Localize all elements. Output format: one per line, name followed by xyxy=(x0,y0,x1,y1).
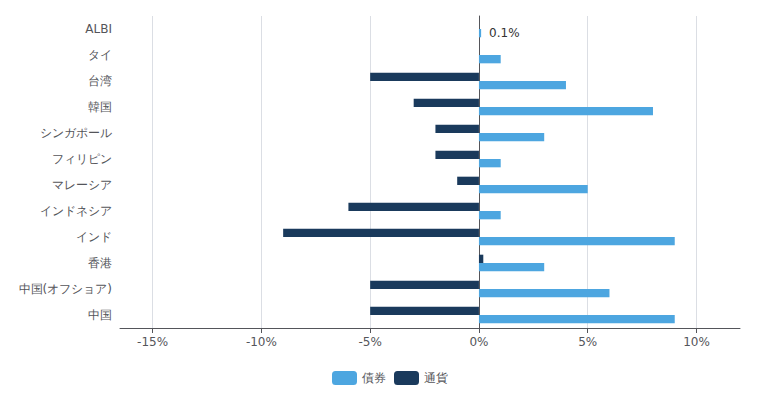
svg-text:台湾: 台湾 xyxy=(88,74,112,88)
svg-text:-5%: -5% xyxy=(358,335,381,349)
svg-text:香港: 香港 xyxy=(88,256,112,270)
svg-text:債券: 債券 xyxy=(362,371,386,385)
svg-text:-10%: -10% xyxy=(246,335,277,349)
svg-text:マレーシア: マレーシア xyxy=(52,178,112,192)
svg-text:0.1%: 0.1% xyxy=(489,26,520,40)
svg-text:タイ: タイ xyxy=(88,48,112,62)
svg-text:0%: 0% xyxy=(469,335,488,349)
svg-text:韓国: 韓国 xyxy=(88,100,112,114)
svg-text:-15%: -15% xyxy=(137,335,168,349)
svg-text:5%: 5% xyxy=(578,335,597,349)
svg-text:通貨: 通貨 xyxy=(424,371,448,385)
svg-text:ALBI: ALBI xyxy=(85,22,112,36)
svg-text:中国(オフショア): 中国(オフショア) xyxy=(19,282,112,296)
svg-text:10%: 10% xyxy=(683,335,710,349)
svg-text:シンガポール: シンガポール xyxy=(40,126,112,140)
svg-text:インドネシア: インドネシア xyxy=(40,204,112,218)
svg-text:フィリピン: フィリピン xyxy=(52,152,112,166)
svg-text:インド: インド xyxy=(76,230,112,244)
svg-text:中国: 中国 xyxy=(88,308,112,322)
